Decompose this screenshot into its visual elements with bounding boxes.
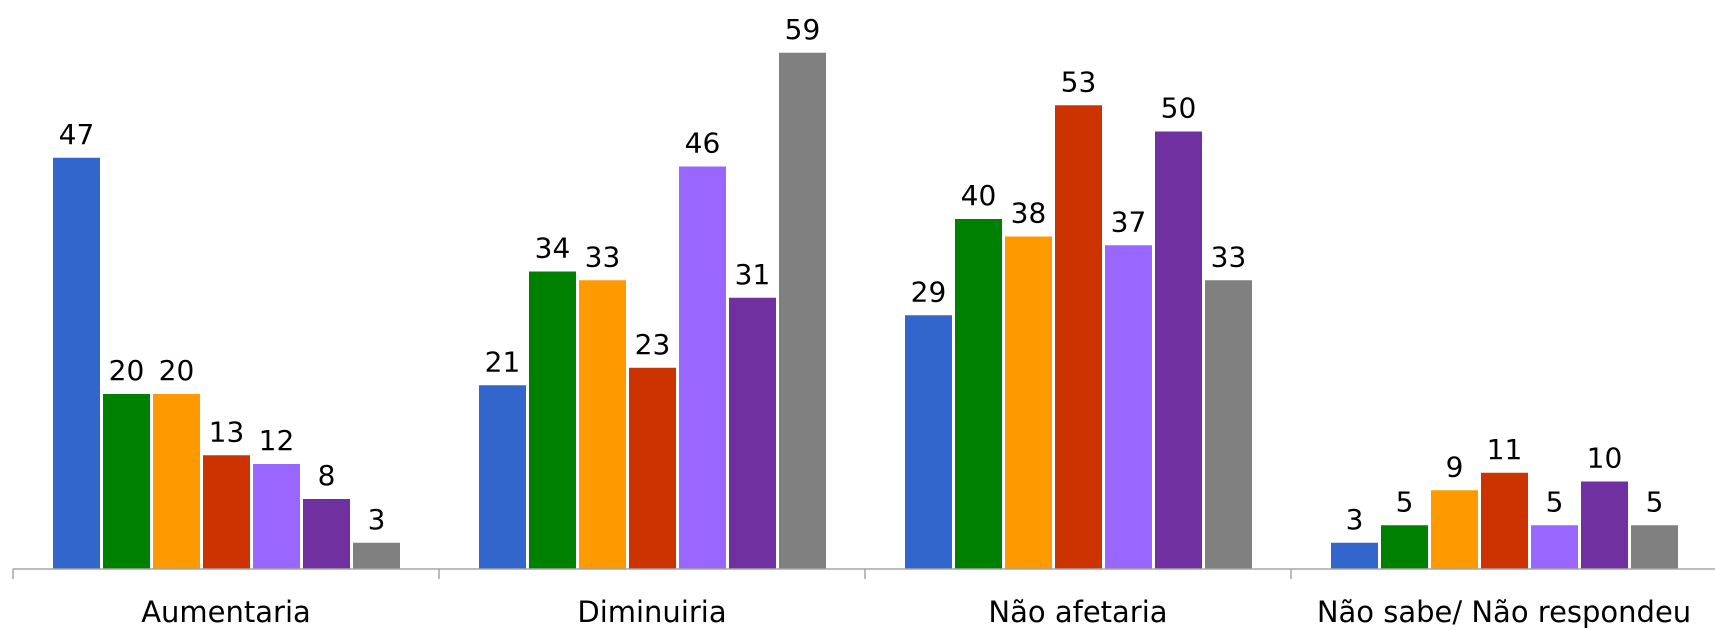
data-label: 3 — [1346, 503, 1364, 536]
x-tick-label: Diminuiria — [577, 595, 726, 629]
data-label: 11 — [1487, 433, 1523, 466]
data-label: 37 — [1111, 205, 1147, 238]
data-label: 9 — [1446, 450, 1464, 483]
bar — [629, 367, 676, 569]
bars-layer — [53, 52, 1678, 569]
data-label: 13 — [209, 415, 245, 448]
x-tick-label: Não afetaria — [988, 595, 1167, 629]
bar — [529, 271, 576, 569]
data-label: 34 — [535, 232, 571, 265]
bar — [1205, 280, 1252, 569]
data-label: 40 — [961, 179, 997, 212]
bar — [579, 280, 626, 569]
data-label: 5 — [1646, 485, 1664, 518]
data-label: 46 — [685, 127, 721, 160]
bar — [1155, 131, 1202, 569]
bar — [203, 455, 250, 569]
data-label: 38 — [1011, 197, 1047, 230]
data-label: 33 — [585, 240, 621, 273]
data-label: 29 — [911, 275, 947, 308]
data-label: 31 — [735, 258, 771, 291]
bar — [1431, 490, 1478, 569]
bar — [1105, 245, 1152, 569]
bar — [1581, 481, 1628, 569]
bar — [679, 166, 726, 569]
bar — [53, 157, 100, 569]
bar — [1381, 525, 1428, 569]
data-label: 59 — [785, 13, 821, 46]
data-label: 5 — [1396, 485, 1414, 518]
x-tick-label: Aumentaria — [141, 595, 311, 629]
bar — [303, 499, 350, 569]
x-axis-ticks — [12, 569, 1292, 579]
data-label: 53 — [1061, 65, 1097, 98]
bar — [153, 394, 200, 569]
bar — [1531, 525, 1578, 569]
bar — [253, 464, 300, 569]
bar — [905, 315, 952, 569]
bar — [1055, 105, 1102, 569]
bar — [1005, 236, 1052, 569]
bar — [779, 52, 826, 569]
data-label: 3 — [368, 503, 386, 536]
data-label: 23 — [635, 328, 671, 361]
bar — [955, 219, 1002, 569]
data-label: 21 — [485, 345, 521, 378]
data-label: 50 — [1161, 92, 1197, 125]
bar — [1631, 525, 1678, 569]
data-label: 12 — [259, 424, 295, 457]
data-label: 5 — [1546, 485, 1564, 518]
data-label: 20 — [109, 354, 145, 387]
data-label: 20 — [159, 354, 195, 387]
data-label: 47 — [59, 118, 95, 151]
data-label: 33 — [1211, 240, 1247, 273]
bar — [729, 297, 776, 569]
category-labels-layer: Aumentaria Diminuiria Não afetaria Não sabe… — [141, 595, 1691, 629]
data-label: 8 — [318, 459, 336, 492]
bar — [479, 385, 526, 569]
bar — [1481, 472, 1528, 569]
bar — [353, 542, 400, 569]
data-label: 10 — [1587, 442, 1623, 475]
x-tick-label: Não sabe/ Não respondeu — [1317, 595, 1691, 629]
bar — [103, 394, 150, 569]
bar — [1331, 542, 1378, 569]
